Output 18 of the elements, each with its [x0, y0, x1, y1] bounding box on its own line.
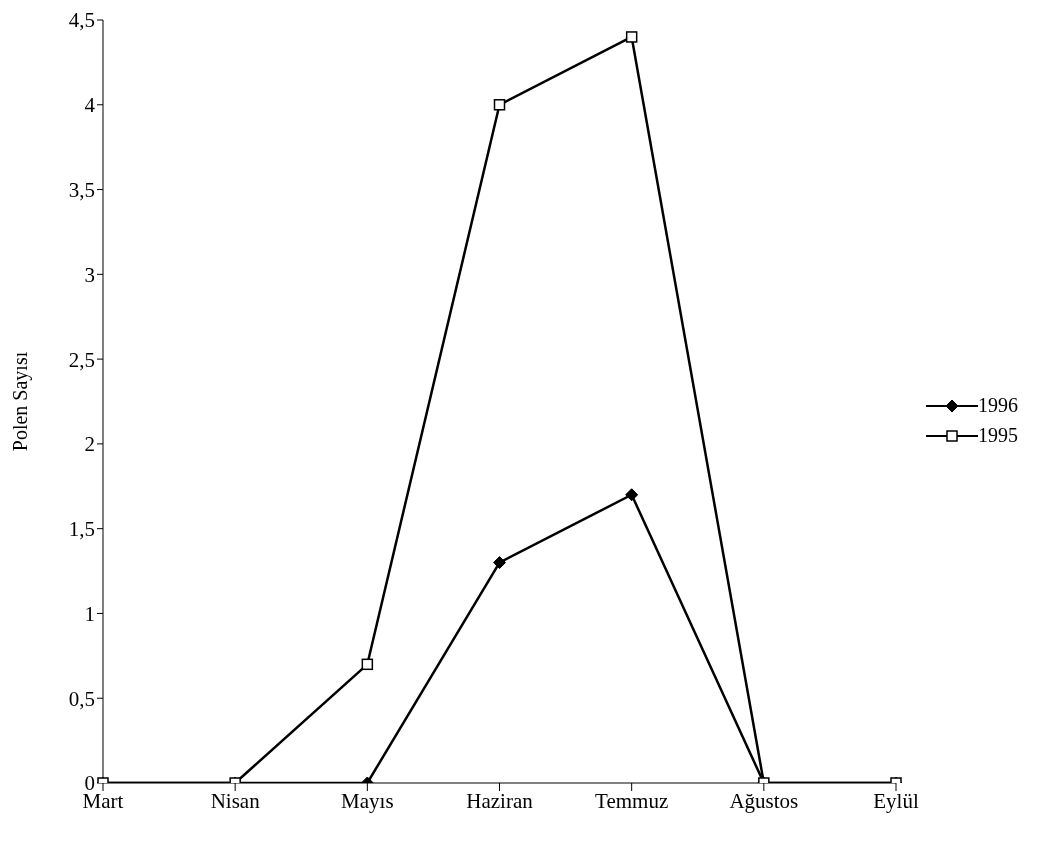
y-tick-label: 0,5 — [68, 686, 95, 711]
y-tick-label: 3,5 — [68, 178, 95, 203]
y-tick-label: 2,5 — [68, 347, 95, 372]
x-tick-label: Eylül — [873, 788, 919, 813]
x-tick-label: Temmuz — [595, 788, 669, 813]
x-tick-label: Nisan — [210, 788, 261, 813]
legend-label: 1995 — [978, 424, 1018, 447]
y-tick-label: 1 — [84, 601, 95, 626]
y-tick-label: 4 — [84, 93, 96, 118]
y-tick-label: 3 — [84, 262, 95, 287]
y-tick-label: 1,5 — [68, 517, 95, 542]
x-tick-label: Ağustos — [729, 788, 799, 813]
y-tick-label: 2 — [84, 432, 95, 457]
x-tick-label: Mayıs — [341, 788, 394, 813]
x-tick-label: Haziran — [466, 788, 534, 813]
y-tick-label: 4,5 — [68, 8, 95, 33]
legend-label: 1996 — [978, 394, 1018, 417]
y-axis-title: Polen Sayısı — [9, 351, 33, 452]
